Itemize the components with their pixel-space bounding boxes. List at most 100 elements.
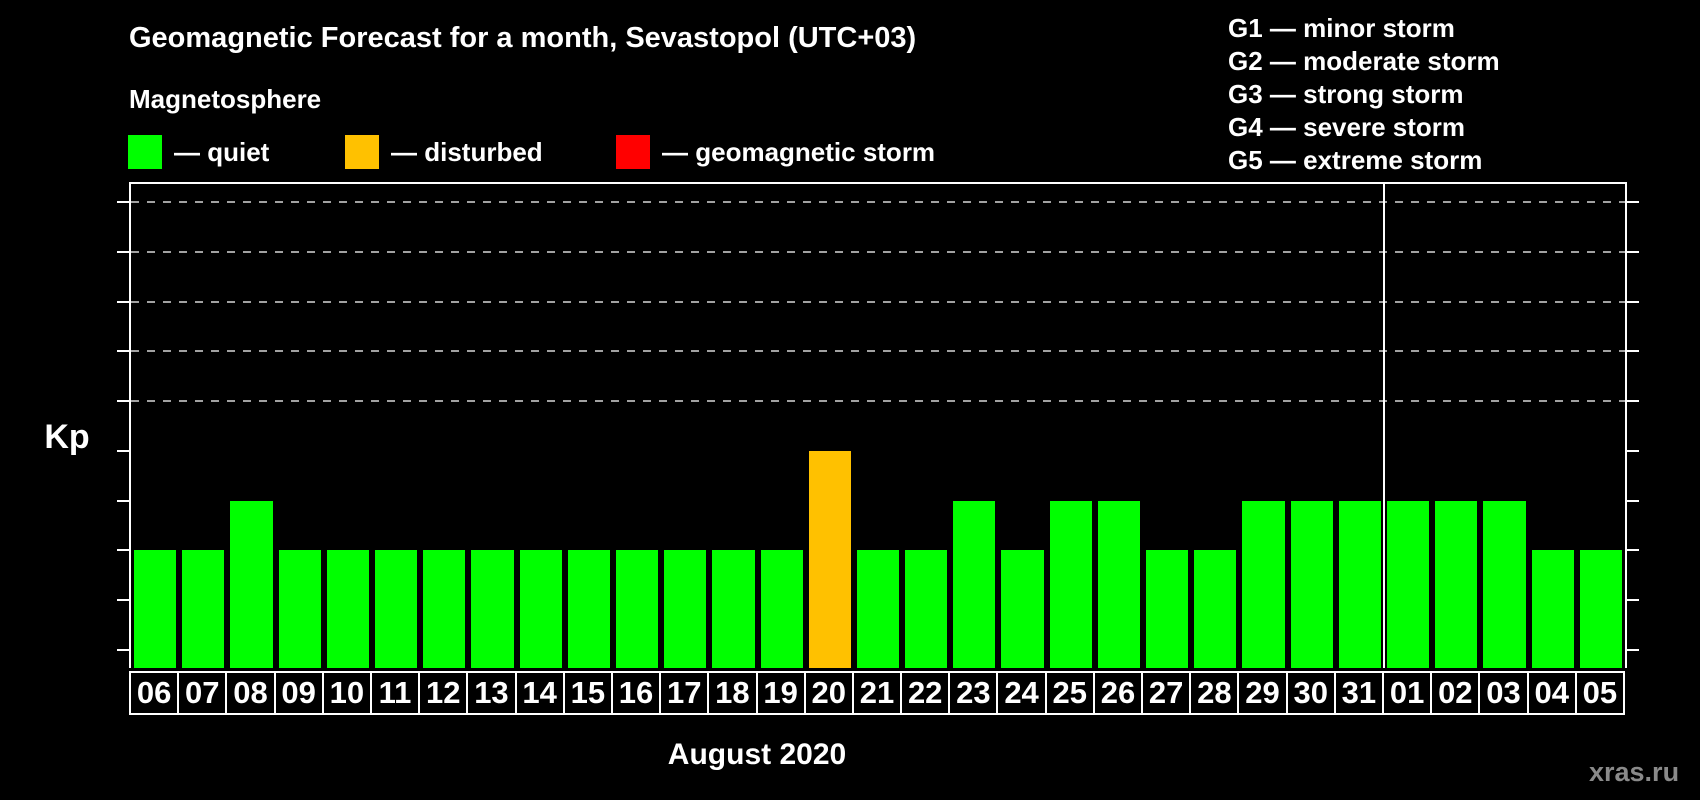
legend-item-disturbed: — disturbed	[345, 133, 543, 171]
bar-day-16	[615, 550, 659, 668]
right-tick-kp9	[1627, 200, 1639, 203]
gridline-kp5	[131, 400, 1625, 403]
day-label-02: 02	[1430, 671, 1481, 715]
bar-day-24	[1001, 550, 1044, 668]
bar-day-15	[567, 550, 610, 668]
gridline-kp7	[131, 300, 1625, 303]
day-label-31: 31	[1333, 671, 1385, 715]
bar-day-02	[1435, 500, 1478, 668]
left-tick-kp0	[117, 649, 129, 651]
legend-label-quiet: — quiet	[174, 136, 270, 167]
day-label-26: 26	[1092, 671, 1144, 715]
right-tick-kp5	[1627, 400, 1639, 403]
day-label-29: 29	[1237, 671, 1288, 715]
day-label-12: 12	[418, 671, 469, 715]
bar-day-03	[1483, 500, 1526, 668]
bar-day-21	[856, 550, 900, 668]
legend-item-quiet: — quiet	[128, 133, 269, 171]
right-tick-kp4	[1627, 449, 1639, 452]
day-label-06: 06	[129, 671, 180, 715]
status-legend: — quiet — disturbed — geomagnetic storm	[0, 133, 1200, 171]
bar-day-26	[1097, 500, 1141, 668]
day-label-16: 16	[610, 671, 662, 715]
left-tick-kp1	[117, 599, 129, 602]
bar-day-05	[1579, 550, 1622, 668]
left-tick-kp7	[117, 300, 129, 303]
bar-day-09	[278, 550, 321, 668]
gridline-kp9	[131, 200, 1625, 203]
day-label-23: 23	[948, 671, 999, 715]
g-legend-line-G2: G2 — moderate storm	[1228, 46, 1500, 76]
page-title: Geomagnetic Forecast for a month, Sevast…	[129, 22, 917, 54]
left-tick-kp5	[117, 400, 129, 403]
left-tick-kp2	[117, 549, 129, 552]
right-tick-kp7	[1627, 300, 1639, 303]
disturbed-swatch-icon	[345, 135, 379, 169]
right-tick-kp1	[1627, 599, 1639, 602]
g-legend-line-G4: G4 — severe storm	[1228, 112, 1466, 142]
bar-day-07	[182, 550, 225, 668]
left-tick-kp4	[117, 449, 129, 452]
quiet-swatch-icon	[128, 135, 162, 169]
g-legend-line-G1: G1 — minor storm	[1228, 13, 1455, 43]
bar-day-10	[326, 550, 369, 668]
day-label-27: 27	[1141, 671, 1192, 715]
bar-day-12	[423, 550, 466, 668]
g-legend-line-G3: G3 — strong storm	[1228, 79, 1464, 109]
bar-day-13	[471, 550, 514, 668]
gridline-kp6	[131, 350, 1625, 353]
plot-border-left	[129, 182, 131, 668]
bar-day-04	[1531, 550, 1574, 668]
bar-day-17	[664, 550, 707, 668]
legend-label-disturbed: — disturbed	[391, 136, 543, 167]
legend-label-storm: — geomagnetic storm	[662, 136, 936, 167]
magnetosphere-label: Magnetosphere	[129, 84, 322, 114]
day-label-01: 01	[1382, 671, 1433, 715]
day-label-15: 15	[562, 671, 613, 715]
left-tick-kp8	[117, 250, 129, 253]
bar-day-28	[1194, 550, 1237, 668]
day-label-11: 11	[369, 671, 421, 715]
left-tick-kp9	[117, 200, 129, 203]
month-separator-line	[1383, 183, 1386, 668]
g-scale-legend: G1 — minor storm G2 — moderate storm G3 — …	[1228, 12, 1500, 177]
plot-border-right	[1625, 182, 1627, 668]
day-label-24: 24	[996, 671, 1047, 715]
bar-day-19	[760, 550, 803, 668]
day-label-03: 03	[1478, 671, 1529, 715]
day-label-09: 09	[273, 671, 324, 715]
day-label-25: 25	[1044, 671, 1095, 715]
day-label-08: 08	[225, 671, 276, 715]
day-label-14: 14	[514, 671, 565, 715]
bar-day-18	[712, 550, 755, 668]
bar-day-31	[1338, 500, 1382, 668]
storm-swatch-icon	[616, 135, 650, 169]
bar-day-25	[1049, 500, 1092, 668]
right-tick-kp8	[1627, 250, 1639, 253]
right-tick-kp3	[1627, 499, 1639, 502]
bar-day-11	[374, 550, 418, 668]
day-label-07: 07	[177, 671, 228, 715]
bar-day-23	[953, 500, 996, 668]
day-label-04: 04	[1526, 671, 1577, 715]
bar-day-01	[1387, 500, 1430, 668]
day-label-13: 13	[466, 671, 517, 715]
left-tick-kp3	[117, 499, 129, 502]
day-label-18: 18	[707, 671, 758, 715]
x-axis-title: August 2020	[667, 738, 847, 771]
bar-day-06	[134, 550, 177, 668]
xras-watermark: xras.ru	[1589, 757, 1680, 787]
day-label-17: 17	[659, 671, 710, 715]
bar-day-30	[1290, 500, 1333, 668]
day-label-20: 20	[803, 671, 854, 715]
bar-day-27	[1146, 550, 1189, 668]
right-tick-kp0	[1627, 649, 1639, 651]
bar-day-22	[905, 550, 948, 668]
bar-day-29	[1242, 500, 1285, 668]
plot-border-top	[129, 182, 1627, 184]
g-legend-line-G5: G5 — extreme storm	[1228, 145, 1483, 175]
day-label-19: 19	[755, 671, 806, 715]
bar-day-08	[230, 500, 273, 668]
bar-day-14	[519, 550, 562, 668]
